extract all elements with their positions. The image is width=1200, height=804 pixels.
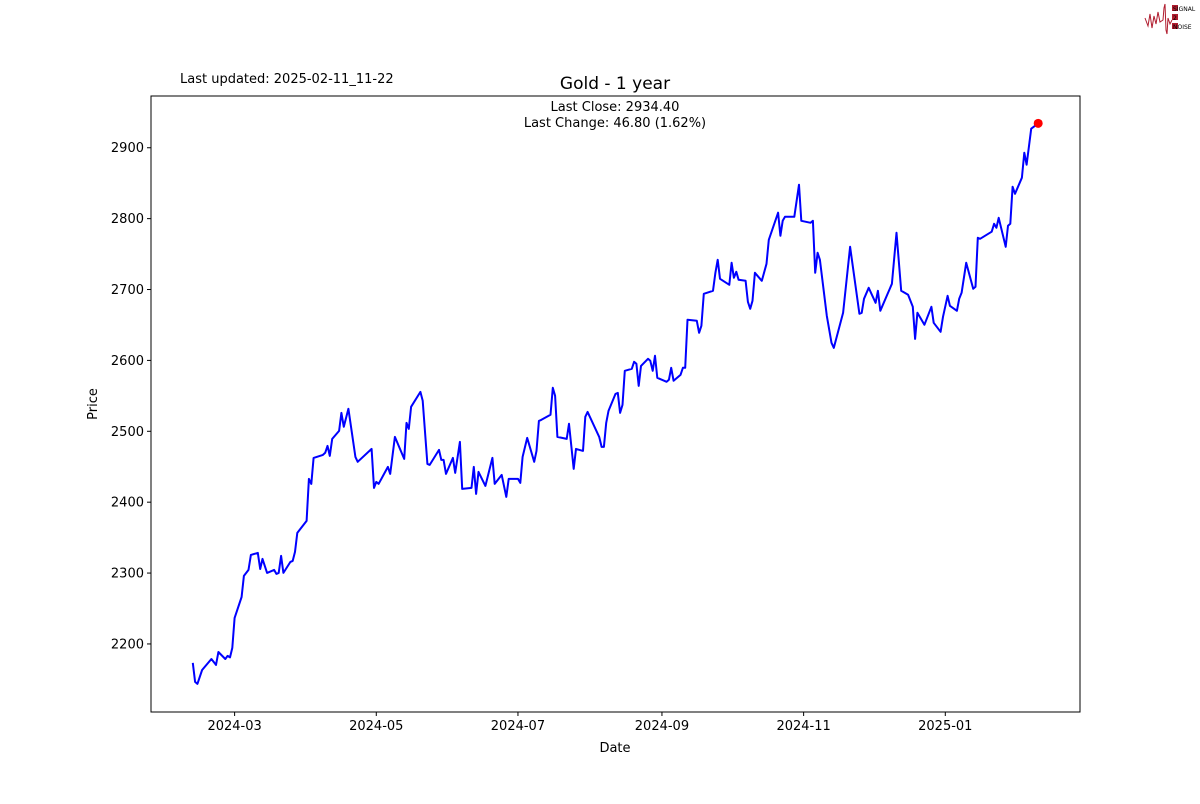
x-axis-label: Date: [599, 741, 630, 756]
y-tick-label: 2800: [111, 212, 144, 227]
x-tick-label: 2024-09: [635, 719, 689, 734]
y-tick-label: 2200: [111, 637, 144, 652]
x-tick-label: 2024-07: [491, 719, 545, 734]
logo-text-1: SIGNAL: [1173, 6, 1196, 13]
last-close-annotation: Last Close: 2934.40: [551, 100, 680, 115]
y-tick-label: 2300: [111, 567, 144, 582]
gold-price-line: [191, 122, 1039, 685]
logo-waveform-icon: [1144, 3, 1173, 35]
y-tick-label: 2700: [111, 283, 144, 298]
series-layer: [191, 118, 1043, 685]
last-change-annotation: Last Change: 46.80 (1.62%): [524, 116, 706, 131]
plot-area: [150, 95, 1081, 713]
last-close-marker: [1033, 118, 1043, 128]
logo-text-2: 2: [1173, 15, 1177, 22]
y-axis-ticks: 2200 2300 2400 2500 2600 2700 2800 2900: [111, 141, 151, 652]
x-tick-label: 2025-01: [918, 719, 972, 734]
x-tick-label: 2024-11: [776, 719, 830, 734]
last-updated-label: Last updated: 2025-02-11_11-22: [180, 72, 394, 87]
chart-title: Gold - 1 year: [560, 74, 670, 94]
y-axis-label: Price: [86, 388, 101, 420]
signal-2-noise-logo: SIGNAL 2 NOISE: [1144, 3, 1196, 35]
x-tick-label: 2024-05: [349, 719, 403, 734]
y-tick-label: 2500: [111, 425, 144, 440]
logo-text-3: NOISE: [1173, 24, 1192, 31]
x-tick-label: 2024-03: [207, 719, 261, 734]
y-tick-label: 2400: [111, 496, 144, 511]
y-tick-label: 2900: [111, 141, 144, 156]
x-axis-ticks: 2024-03 2024-05 2024-07 2024-09 2024-11 2025-…: [207, 712, 972, 734]
y-tick-label: 2600: [111, 354, 144, 369]
